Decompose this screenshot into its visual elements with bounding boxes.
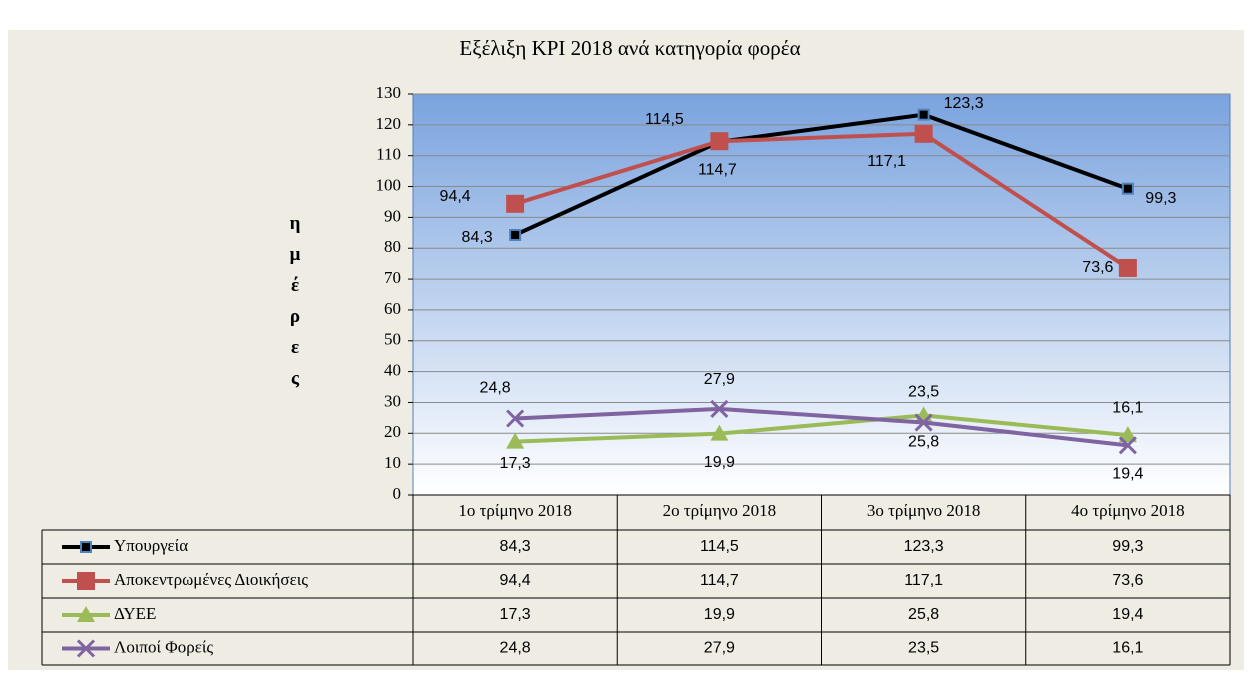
table-cell: 25,8	[908, 606, 939, 623]
legend-label: Υπουργεία	[114, 536, 188, 555]
series-line	[514, 131, 1129, 270]
marker	[710, 399, 729, 418]
plot-area	[412, 93, 1231, 496]
marker	[77, 572, 95, 590]
marker	[506, 409, 525, 428]
data-label: 17,3	[500, 455, 531, 472]
table-cell: 27,9	[704, 640, 735, 657]
y-tick-label: 20	[384, 422, 401, 441]
marker	[917, 108, 930, 121]
y-tick-label: 120	[376, 114, 402, 133]
legend-label: Λοιποί Φορείς	[114, 637, 213, 656]
legend-label: Αποκεντρωμένες Διοικήσεις	[114, 570, 308, 589]
table-cell: 123,3	[904, 538, 944, 555]
marker	[509, 228, 522, 241]
data-label: 16,1	[1112, 400, 1143, 417]
x-tick-label: 2ο τρίμηνο 2018	[663, 501, 777, 520]
data-label: 117,1	[867, 153, 906, 170]
data-label: 84,3	[462, 229, 493, 246]
marker	[914, 124, 933, 143]
table-cell: 23,5	[908, 640, 939, 657]
x-tick-label: 1ο τρίμηνο 2018	[458, 501, 572, 520]
marker	[1118, 426, 1137, 443]
marker	[1121, 182, 1134, 195]
legend-label: ΔΥΕΕ	[114, 604, 156, 623]
table-cell: 19,9	[704, 606, 735, 623]
data-label: 123,3	[944, 95, 984, 112]
y-tick-label: 130	[376, 83, 402, 102]
data-label: 27,9	[704, 371, 735, 388]
marker	[506, 194, 525, 213]
data-label: 114,7	[698, 161, 737, 178]
marker	[710, 424, 729, 441]
table-cell: 16,1	[1112, 640, 1143, 657]
series-line	[514, 112, 1129, 237]
y-tick-label: 80	[384, 237, 401, 256]
y-tick-label: 110	[376, 145, 401, 164]
data-label: 94,4	[440, 188, 471, 205]
y-tick-label: 0	[393, 484, 402, 503]
table-cell: 99,3	[1112, 538, 1143, 555]
y-tick-label: 100	[376, 175, 402, 194]
table-cell: 114,5	[700, 538, 739, 555]
marker	[80, 541, 92, 553]
y-tick-label: 60	[384, 299, 401, 318]
marker	[914, 413, 933, 432]
y-tick-label: 50	[384, 330, 401, 349]
table-cell: 19,4	[1112, 606, 1143, 623]
data-label: 19,9	[704, 454, 735, 471]
data-label: 25,8	[908, 434, 939, 451]
marker	[1118, 258, 1137, 277]
table-cell: 94,4	[500, 572, 531, 589]
table-cell: 117,1	[904, 572, 943, 589]
table-cell: 84,3	[500, 538, 531, 555]
table-cell: 114,7	[700, 572, 739, 589]
marker	[1118, 436, 1137, 455]
table-cell: 17,3	[500, 606, 531, 623]
data-label: 19,4	[1112, 465, 1143, 482]
series-line	[515, 406, 1129, 448]
series-line	[515, 413, 1129, 444]
data-label: 24,8	[480, 380, 511, 397]
data-label: 73,6	[1082, 259, 1113, 276]
data-label: 114,5	[645, 111, 684, 128]
marker	[77, 606, 95, 622]
data-label: 23,5	[908, 384, 939, 401]
x-tick-label: 4ο τρίμηνο 2018	[1071, 501, 1185, 520]
x-tick-label: 3ο τρίμηνο 2018	[867, 501, 981, 520]
data-label: 99,3	[1145, 190, 1176, 207]
y-tick-label: 40	[384, 361, 401, 380]
table-cell: 24,8	[500, 640, 531, 657]
table-cell: 73,6	[1112, 572, 1143, 589]
chart-title: Εξέλιξη KPI 2018 ανά κατηγορία φορέα	[459, 36, 800, 60]
marker	[710, 132, 729, 151]
marker	[76, 639, 96, 658]
y-tick-label: 10	[384, 453, 401, 472]
y-tick-label: 30	[384, 391, 401, 410]
y-tick-label: 90	[384, 206, 401, 225]
y-tick-label: 70	[384, 268, 401, 287]
marker	[506, 432, 525, 449]
